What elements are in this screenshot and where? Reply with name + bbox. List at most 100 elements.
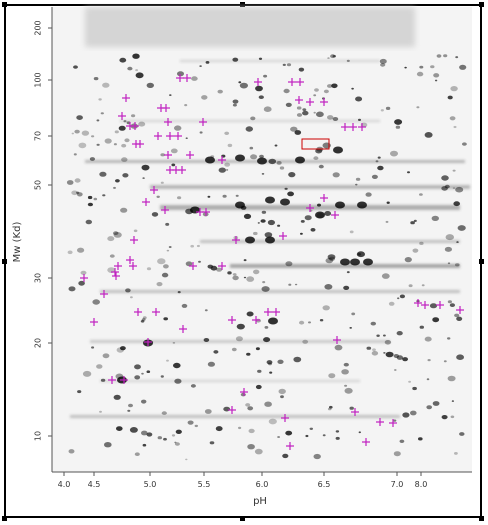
spot-marker-cross[interactable] [132,140,140,148]
resize-handle-top-mid[interactable] [240,2,245,7]
protein-spot [261,286,270,292]
spot-marker-cross[interactable] [306,98,314,106]
spot-marker-cross[interactable] [218,156,226,164]
spot-marker-cross[interactable] [333,336,341,344]
spot-marker-cross[interactable] [90,318,98,326]
spot-marker-cross[interactable] [164,151,172,159]
spot-marker-cross[interactable] [111,268,119,276]
spot-marker-cross[interactable] [108,376,116,384]
spot-marker-cross[interactable] [296,78,304,86]
spot-marker-cross[interactable] [186,151,194,159]
protein-spot [142,443,147,447]
protein-spot [96,364,103,369]
spot-marker-cross[interactable] [218,262,226,270]
spot-marker-cross[interactable] [362,438,370,446]
spot-marker-cross[interactable] [351,408,359,416]
protein-spot [335,436,340,440]
protein-spot [141,318,146,321]
spot-marker-cross[interactable] [166,132,174,140]
spot-marker-cross[interactable] [295,96,303,104]
spot-marker-cross[interactable] [120,376,128,384]
spot-marker-cross[interactable] [131,122,139,130]
spot-marker-cross[interactable] [264,308,272,316]
protein-spot [247,444,255,450]
protein-spot [141,164,150,171]
spot-marker-cross[interactable] [228,316,236,324]
spot-marker-cross[interactable] [80,274,88,282]
protein-spot [264,326,269,329]
spot-marker-cross[interactable] [331,211,339,219]
highlight-box[interactable] [301,138,330,150]
protein-spot [310,228,316,232]
spot-marker-cross[interactable] [134,308,142,316]
spot-marker-cross[interactable] [129,262,137,270]
spot-marker-cross[interactable] [202,208,210,216]
spot-marker-cross[interactable] [320,194,328,202]
resize-handle-top-right[interactable] [479,2,484,7]
spot-marker-cross[interactable] [349,123,357,131]
resize-handle-bottom-right[interactable] [479,516,484,521]
spot-marker-cross[interactable] [389,419,397,427]
spot-marker-cross[interactable] [232,236,240,244]
y-tick-label: 20 [34,338,43,348]
protein-spot [404,66,407,69]
spot-marker-cross[interactable] [421,301,429,309]
spot-marker-cross[interactable] [279,232,287,240]
protein-spot [217,89,223,94]
spot-marker-cross[interactable] [100,290,108,298]
spot-marker-cross[interactable] [142,198,150,206]
spot-marker-cross[interactable] [144,338,152,346]
spot-marker-cross[interactable] [174,132,182,140]
protein-spot [98,98,102,101]
spot-marker-cross[interactable] [130,236,138,244]
spot-marker-cross[interactable] [341,123,349,131]
spot-marker-cross[interactable] [114,262,122,270]
spot-marker-cross[interactable] [306,204,314,212]
y-tick-label: 70 [34,131,43,141]
spot-marker-cross[interactable] [228,406,236,414]
spot-marker-cross[interactable] [252,316,260,324]
resize-handle-top-left[interactable] [2,2,7,7]
protein-spot [99,171,107,177]
protein-spot [383,334,386,337]
spot-marker-cross[interactable] [122,94,130,102]
protein-spot [246,352,251,356]
spot-marker-cross[interactable] [183,74,191,82]
spot-marker-cross[interactable] [288,78,296,86]
spot-marker-cross[interactable] [152,308,160,316]
resize-handle-bottom-mid[interactable] [240,516,245,521]
spot-marker-cross[interactable] [179,325,187,333]
spot-marker-cross[interactable] [240,388,248,396]
spot-marker-cross[interactable] [254,78,262,86]
protein-spot [263,74,268,78]
protein-spot [304,215,312,221]
spot-marker-cross[interactable] [189,262,197,270]
spot-marker-cross[interactable] [161,206,169,214]
spot-marker-cross[interactable] [272,308,280,316]
resize-handle-bottom-left[interactable] [2,516,7,521]
protein-spot [395,125,401,129]
protein-spot [383,352,386,354]
spot-marker-cross[interactable] [162,104,170,112]
spot-marker-cross[interactable] [118,112,126,120]
spot-marker-cross[interactable] [154,132,162,140]
spot-marker-cross[interactable] [320,98,328,106]
spot-marker-cross[interactable] [286,442,294,450]
spot-marker-cross[interactable] [150,186,158,194]
spot-marker-cross[interactable] [126,256,134,264]
protein-spot [412,386,417,391]
spot-marker-cross[interactable] [199,118,207,126]
spot-marker-cross[interactable] [358,123,366,131]
spot-marker-cross[interactable] [414,299,422,307]
spot-marker-cross[interactable] [436,301,444,309]
spot-marker-cross[interactable] [376,418,384,426]
resize-handle-mid-left[interactable] [2,259,7,264]
spot-marker-cross[interactable] [456,306,464,314]
spot-marker-cross[interactable] [281,414,289,422]
y-tick-label: 10 [34,431,43,441]
spot-marker-cross[interactable] [112,272,120,280]
spot-marker-cross[interactable] [178,166,186,174]
resize-handle-mid-right[interactable] [479,259,484,264]
spot-marker-cross[interactable] [176,74,184,82]
spot-marker-cross[interactable] [164,118,172,126]
